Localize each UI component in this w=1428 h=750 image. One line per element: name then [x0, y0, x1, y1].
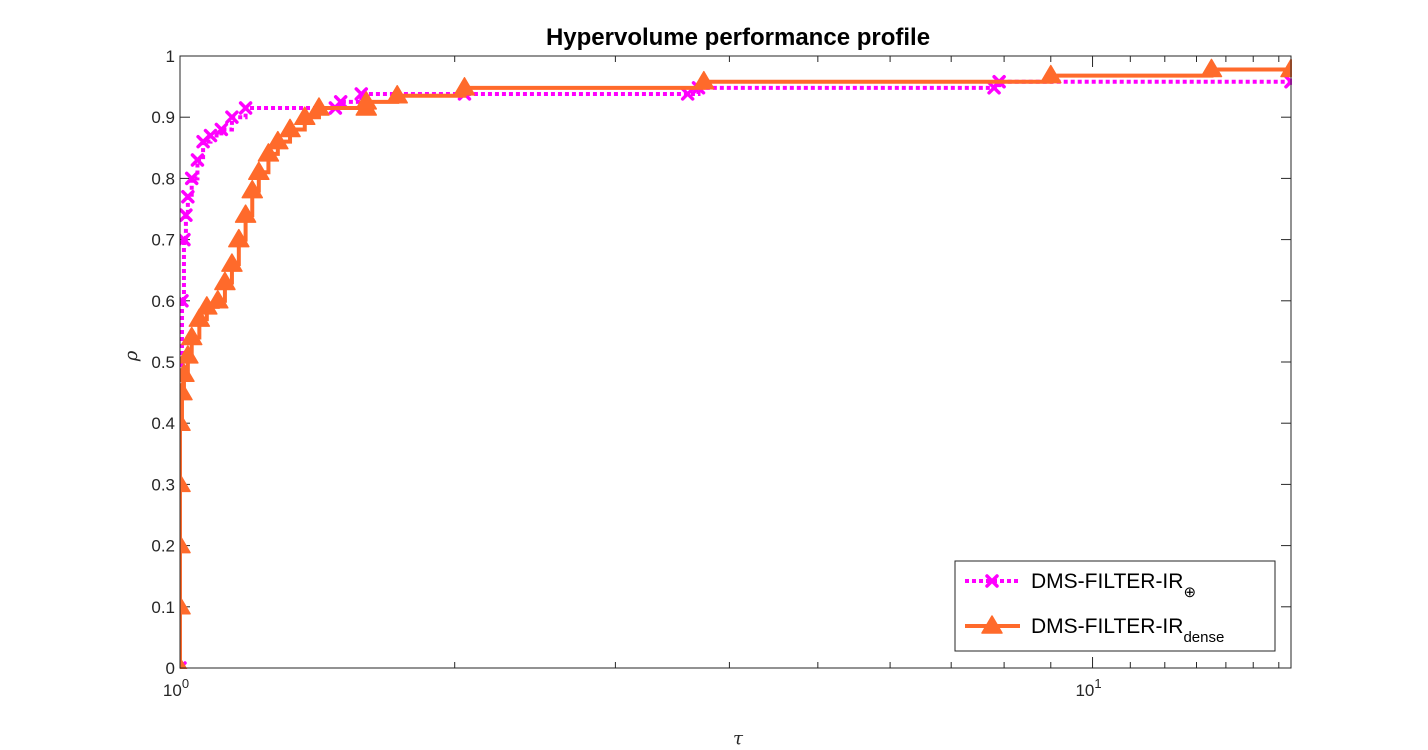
data-point — [180, 294, 189, 308]
y-tick-label: 0.1 — [151, 598, 175, 617]
series-layer — [180, 58, 1292, 669]
legend-box — [954, 560, 1276, 652]
data-point — [386, 85, 408, 104]
legend-label: DMS-FILTER-IRdense — [1031, 615, 1224, 646]
data-point — [308, 97, 330, 116]
x-tick-label: 100 — [163, 676, 189, 700]
chart-title: Hypervolume performance profile — [546, 24, 930, 51]
y-tick-label: 0.3 — [151, 475, 175, 494]
y-tick-label: 0.4 — [151, 414, 175, 433]
y-tick-label: 0.7 — [151, 231, 175, 250]
data-point — [180, 473, 191, 493]
data-point — [279, 118, 301, 138]
series-2 — [180, 58, 1292, 669]
data-point — [1200, 58, 1223, 78]
data-point — [453, 77, 476, 96]
plot-frame — [179, 55, 1292, 669]
data-point — [238, 101, 253, 115]
data-point — [207, 290, 229, 309]
data-point — [180, 232, 191, 247]
data-point — [180, 412, 191, 431]
y-tick-label: 0.9 — [151, 108, 175, 127]
data-point — [180, 363, 195, 382]
data-point — [180, 326, 203, 346]
data-point — [257, 143, 280, 162]
data-point — [214, 122, 229, 137]
data-point — [234, 204, 257, 223]
data-point — [267, 130, 289, 150]
y-tick-label: 1 — [166, 47, 175, 66]
data-point — [214, 271, 236, 291]
data-point — [180, 381, 193, 401]
data-point — [180, 657, 188, 669]
x-tick-label: 101 — [1075, 676, 1101, 700]
data-point — [221, 253, 243, 272]
data-point — [355, 91, 378, 110]
data-point — [190, 153, 205, 167]
data-point — [180, 345, 199, 364]
legend-label: DMS-FILTER-IR⊕ — [1031, 570, 1196, 601]
data-point — [180, 596, 191, 615]
y-tick-label: 0.5 — [151, 353, 175, 372]
data-point — [680, 87, 695, 101]
data-point — [180, 534, 191, 554]
data-point — [228, 228, 250, 248]
legend-marker — [985, 574, 999, 588]
data-point — [1040, 64, 1062, 84]
data-point — [180, 208, 193, 222]
data-point — [693, 70, 715, 90]
x-axis-label: τ — [733, 728, 744, 749]
legend: DMS-FILTER-IR⊕ DMS-FILTER-IRdense — [954, 560, 1276, 652]
y-tick-label: 0.6 — [151, 292, 175, 311]
data-point — [188, 308, 211, 327]
data-point — [333, 95, 348, 109]
data-point — [241, 179, 264, 199]
data-point — [203, 128, 218, 143]
data-point — [184, 171, 199, 186]
y-tick-label: 0 — [166, 659, 175, 678]
data-point — [248, 161, 270, 181]
y-tick-label: 0.8 — [151, 169, 175, 188]
tick-labels: 0 0.1 0.2 0.3 0.4 0.5 0.6 0.7 0.8 0.9 1 100 101 — [151, 47, 1101, 700]
data-point — [225, 110, 239, 124]
legend-marker — [981, 615, 1003, 634]
y-axis-label: ρ — [121, 350, 142, 362]
data-point — [181, 190, 195, 204]
y-tick-label: 0.2 — [151, 537, 175, 556]
